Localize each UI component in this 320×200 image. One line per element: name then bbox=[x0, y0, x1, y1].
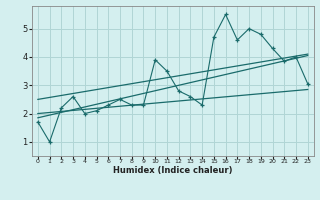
X-axis label: Humidex (Indice chaleur): Humidex (Indice chaleur) bbox=[113, 166, 233, 175]
